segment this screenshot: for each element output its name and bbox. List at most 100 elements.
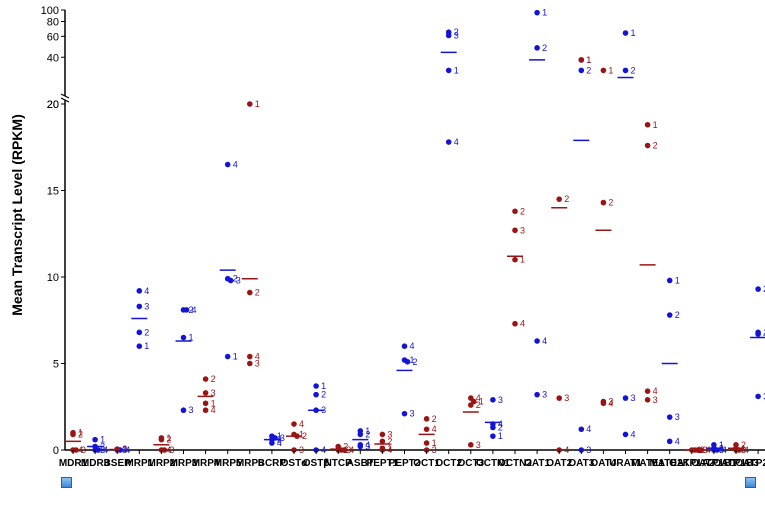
data-point — [622, 30, 629, 36]
data-point-label: 1 — [479, 397, 484, 407]
x-tick-label-10: OSTα — [281, 458, 309, 469]
data-point — [202, 407, 209, 414]
data-point-label: 2 — [189, 305, 194, 315]
data-point-label: 4 — [211, 405, 216, 415]
x-tick-label-28: OATP1A2 — [669, 458, 715, 469]
data-point-label: 4 — [476, 393, 481, 403]
data-point — [247, 101, 253, 107]
data-point-label: 4 — [233, 160, 238, 170]
data-point-label: 2 — [608, 198, 613, 208]
data-point — [512, 208, 518, 215]
data-point-label: 1 — [631, 28, 636, 38]
data-point-label: 1 — [100, 435, 105, 445]
data-point-label: 3 — [498, 395, 503, 405]
data-point — [714, 447, 720, 453]
data-point-label: 4 — [277, 438, 282, 448]
x-tick-label-31: OATP2B1 — [735, 458, 765, 469]
data-point — [445, 32, 452, 39]
data-point — [622, 431, 629, 438]
data-point — [600, 67, 607, 74]
data-point — [644, 121, 651, 128]
data-point — [401, 343, 408, 350]
data-point — [423, 426, 430, 433]
data-point-label: 2 — [144, 327, 149, 337]
data-point — [224, 353, 231, 360]
data-point-label: 4 — [675, 436, 680, 446]
data-point-label: 3 — [476, 440, 481, 450]
data-point-label: 2 — [302, 431, 307, 441]
data-point-label: 1 — [144, 341, 149, 351]
data-point-label: 2 — [675, 310, 680, 320]
data-point-label: 3 — [741, 445, 746, 455]
x-tick-label-1: MDR3 — [81, 458, 110, 469]
data-point — [755, 393, 761, 400]
data-point-label: 3 — [586, 445, 591, 455]
y-tick-label: 20 — [47, 99, 59, 111]
x-tick-label-18: OCT3 — [457, 458, 484, 469]
data-point — [468, 442, 474, 448]
x-tick-label-20: OCTN2 — [498, 458, 532, 469]
data-point-label: 3 — [100, 442, 105, 452]
data-point-label: 3 — [410, 409, 415, 419]
data-point — [291, 421, 297, 427]
data-point — [379, 438, 386, 445]
data-point — [202, 376, 209, 382]
data-point-label: 2 — [255, 288, 260, 298]
data-point-label: 2 — [233, 274, 238, 284]
data-point-label: 2 — [586, 65, 591, 75]
x-tick-label-7: MRP5 — [214, 458, 242, 469]
data-point — [247, 353, 253, 360]
data-point — [600, 400, 607, 407]
x-tick-label-22: OAT2 — [546, 458, 572, 469]
data-point-label: 1 — [432, 438, 437, 448]
data-point — [468, 402, 474, 408]
x-tick-label-9: BCRP — [258, 458, 287, 469]
data-point-label: 2 — [78, 429, 83, 439]
data-point-label: 4 — [299, 419, 304, 429]
data-point-label: 4 — [498, 419, 503, 429]
chart-axes — [60, 10, 765, 451]
data-point — [379, 431, 386, 438]
x-tick-label-13: ASBT — [347, 458, 374, 469]
data-point — [247, 360, 253, 367]
data-point — [202, 390, 209, 396]
data-point-label: 1 — [542, 8, 547, 18]
data-point-label: 3 — [211, 388, 216, 398]
data-point-label: 2 — [277, 435, 282, 445]
data-point-label: 2 — [413, 357, 418, 367]
data-point — [578, 426, 585, 433]
data-point-label: 1 — [122, 444, 127, 454]
data-point-label: 4 — [763, 329, 765, 339]
x-tick-label-21: OAT1 — [524, 458, 550, 469]
data-point-label: 4 — [631, 429, 636, 439]
data-point — [644, 388, 651, 394]
scroll-right-icon[interactable] — [745, 477, 756, 488]
data-point-label: 1 — [675, 275, 680, 285]
data-point — [161, 447, 168, 453]
y-tick-label: 0 — [53, 445, 59, 457]
data-point-label: 1 — [387, 443, 392, 453]
data-point-label: 1 — [410, 355, 415, 365]
x-tick-label-15: PEPT2 — [389, 458, 421, 469]
x-tick-label-27: MATE2K — [650, 458, 691, 469]
data-point-label: 3 — [719, 445, 724, 455]
data-point — [180, 407, 187, 414]
scroll-left-icon[interactable] — [61, 477, 72, 488]
x-tick-label-16: OCT1 — [413, 458, 440, 469]
data-point — [224, 161, 231, 168]
data-point-label: 3 — [608, 397, 613, 407]
data-point — [92, 436, 98, 443]
data-point-label: 2 — [122, 444, 127, 454]
data-point — [490, 397, 496, 403]
data-point — [404, 358, 411, 365]
x-tick-label-0: MDR1 — [59, 458, 88, 469]
data-point-label: 3 — [564, 393, 569, 403]
data-point-label: 4 — [144, 286, 149, 296]
data-point-label: 4 — [410, 341, 415, 351]
data-point-label: 1 — [741, 443, 746, 453]
data-point-label: 3 — [520, 225, 525, 235]
data-point-label: 2 — [211, 374, 216, 384]
data-point-label: 1 — [520, 255, 525, 265]
data-point-label: 1 — [719, 440, 724, 450]
data-point-label: 2 — [387, 436, 392, 446]
